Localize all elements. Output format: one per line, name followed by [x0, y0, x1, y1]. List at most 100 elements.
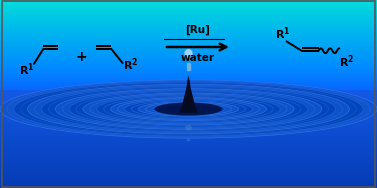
Bar — [0, 84, 377, 85]
Bar — [0, 15, 377, 16]
Bar — [0, 143, 377, 144]
Bar — [0, 68, 377, 69]
Ellipse shape — [155, 102, 222, 116]
Bar — [0, 128, 377, 129]
Bar — [0, 129, 377, 130]
Bar — [0, 104, 377, 105]
Bar — [0, 91, 377, 92]
Bar — [0, 96, 377, 97]
Bar — [0, 75, 377, 76]
Bar — [0, 159, 377, 160]
Bar — [0, 38, 377, 39]
Bar — [0, 115, 377, 116]
Bar — [0, 171, 377, 172]
Bar — [0, 110, 377, 111]
Bar — [0, 57, 377, 58]
Bar — [0, 39, 377, 40]
Bar — [0, 146, 377, 147]
Bar — [0, 103, 377, 104]
Ellipse shape — [152, 104, 225, 114]
Bar — [0, 160, 377, 161]
Bar — [0, 145, 377, 146]
Bar — [0, 159, 377, 160]
Bar — [0, 172, 377, 173]
Bar — [0, 49, 377, 50]
Bar — [0, 90, 377, 91]
Bar — [0, 117, 377, 118]
Bar — [0, 109, 377, 110]
Ellipse shape — [69, 91, 308, 127]
Bar — [0, 126, 377, 127]
Bar — [0, 134, 377, 135]
Ellipse shape — [83, 93, 294, 125]
Bar — [0, 85, 377, 86]
Bar — [0, 32, 377, 33]
Bar — [0, 107, 377, 108]
Bar — [0, 122, 377, 123]
Bar — [0, 187, 377, 188]
Bar — [0, 67, 377, 68]
Bar — [0, 130, 377, 131]
Bar — [0, 128, 377, 129]
Bar — [0, 168, 377, 169]
Bar — [0, 141, 377, 142]
Bar — [0, 119, 377, 120]
Bar — [0, 150, 377, 151]
Bar — [0, 41, 377, 42]
Bar — [0, 108, 377, 109]
Bar — [0, 147, 377, 148]
Bar — [0, 35, 377, 36]
Bar — [0, 140, 377, 141]
Bar — [0, 31, 377, 32]
Bar — [0, 120, 377, 121]
Bar — [0, 187, 377, 188]
Bar — [0, 186, 377, 187]
Bar — [0, 116, 377, 117]
Bar — [0, 108, 377, 109]
Bar — [0, 185, 377, 186]
Bar — [0, 61, 377, 62]
Bar — [0, 138, 377, 139]
Bar — [0, 99, 377, 100]
Bar — [0, 132, 377, 133]
Bar — [0, 175, 377, 176]
Bar — [0, 118, 377, 119]
Ellipse shape — [55, 89, 322, 129]
Bar — [0, 111, 377, 112]
Bar — [0, 132, 377, 133]
Bar — [0, 33, 377, 34]
Bar — [0, 169, 377, 170]
Bar — [0, 147, 377, 148]
Bar — [0, 44, 377, 45]
Bar — [0, 56, 377, 57]
Bar — [0, 106, 377, 107]
Bar — [0, 36, 377, 37]
Bar — [0, 10, 377, 11]
Bar — [0, 105, 377, 106]
Bar — [0, 118, 377, 119]
Bar — [0, 157, 377, 158]
Bar — [0, 181, 377, 182]
Bar — [0, 176, 377, 177]
Bar — [0, 136, 377, 137]
Bar — [0, 135, 377, 136]
Bar — [0, 93, 377, 94]
Bar — [0, 162, 377, 163]
Bar — [0, 8, 377, 9]
Bar — [0, 25, 377, 26]
Bar — [0, 112, 377, 113]
Bar — [0, 20, 377, 21]
Bar — [0, 152, 377, 153]
Bar — [0, 88, 377, 89]
Bar — [0, 121, 377, 123]
Bar — [0, 13, 377, 14]
Bar — [0, 48, 377, 49]
Bar — [0, 148, 377, 149]
Ellipse shape — [138, 102, 239, 116]
Bar — [0, 74, 377, 75]
Bar — [0, 92, 377, 93]
Bar — [0, 166, 377, 167]
Bar — [0, 82, 377, 83]
Ellipse shape — [97, 95, 280, 123]
Bar — [0, 86, 377, 87]
